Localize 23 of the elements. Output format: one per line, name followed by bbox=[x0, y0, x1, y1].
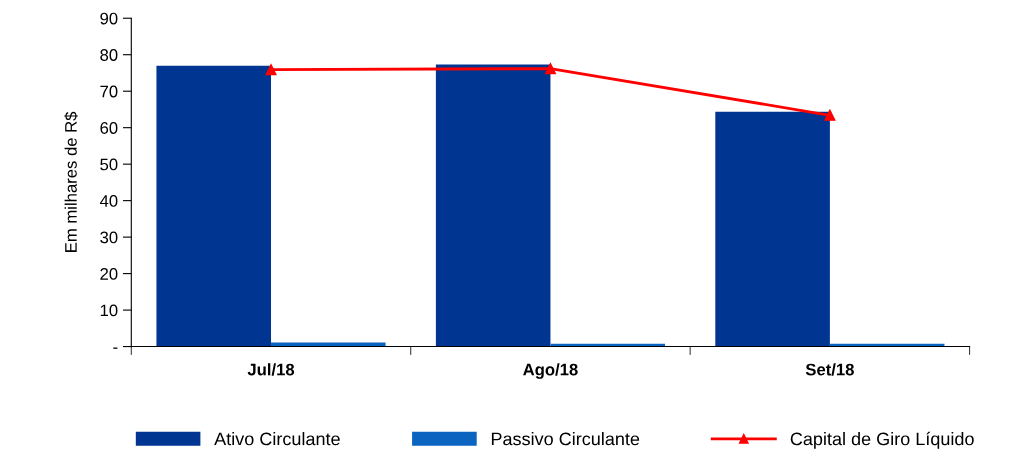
y-axis-title: Em milhares de R$ bbox=[64, 111, 78, 252]
bar bbox=[435, 64, 551, 347]
y-tick-label: 70 bbox=[100, 85, 118, 98]
legend-label: Ativo Circulante bbox=[214, 432, 340, 446]
x-tick-label: Ago/18 bbox=[523, 363, 578, 379]
y-tick-label: 50 bbox=[100, 158, 118, 171]
bar bbox=[715, 111, 830, 347]
x-tick-label: Set/18 bbox=[805, 363, 854, 376]
y-tick-label: 10 bbox=[100, 304, 118, 317]
x-tick-label: Jul/18 bbox=[247, 363, 295, 376]
y-tick-label: 40 bbox=[99, 195, 118, 207]
point bbox=[265, 64, 277, 76]
y-tick-label: 20 bbox=[100, 268, 118, 280]
y-tick-label: 60 bbox=[100, 122, 118, 134]
y-tick-label: 30 bbox=[100, 231, 118, 244]
y-tick-label: 90 bbox=[100, 12, 118, 25]
point bbox=[824, 109, 836, 121]
y-tick-label: 80 bbox=[100, 49, 118, 61]
bar bbox=[156, 65, 272, 347]
legend-label: Capital de Giro Líquido bbox=[790, 431, 974, 449]
point bbox=[544, 63, 557, 75]
legend-label: Passivo Circulante bbox=[491, 432, 640, 446]
y-tick-label: - bbox=[113, 347, 118, 349]
